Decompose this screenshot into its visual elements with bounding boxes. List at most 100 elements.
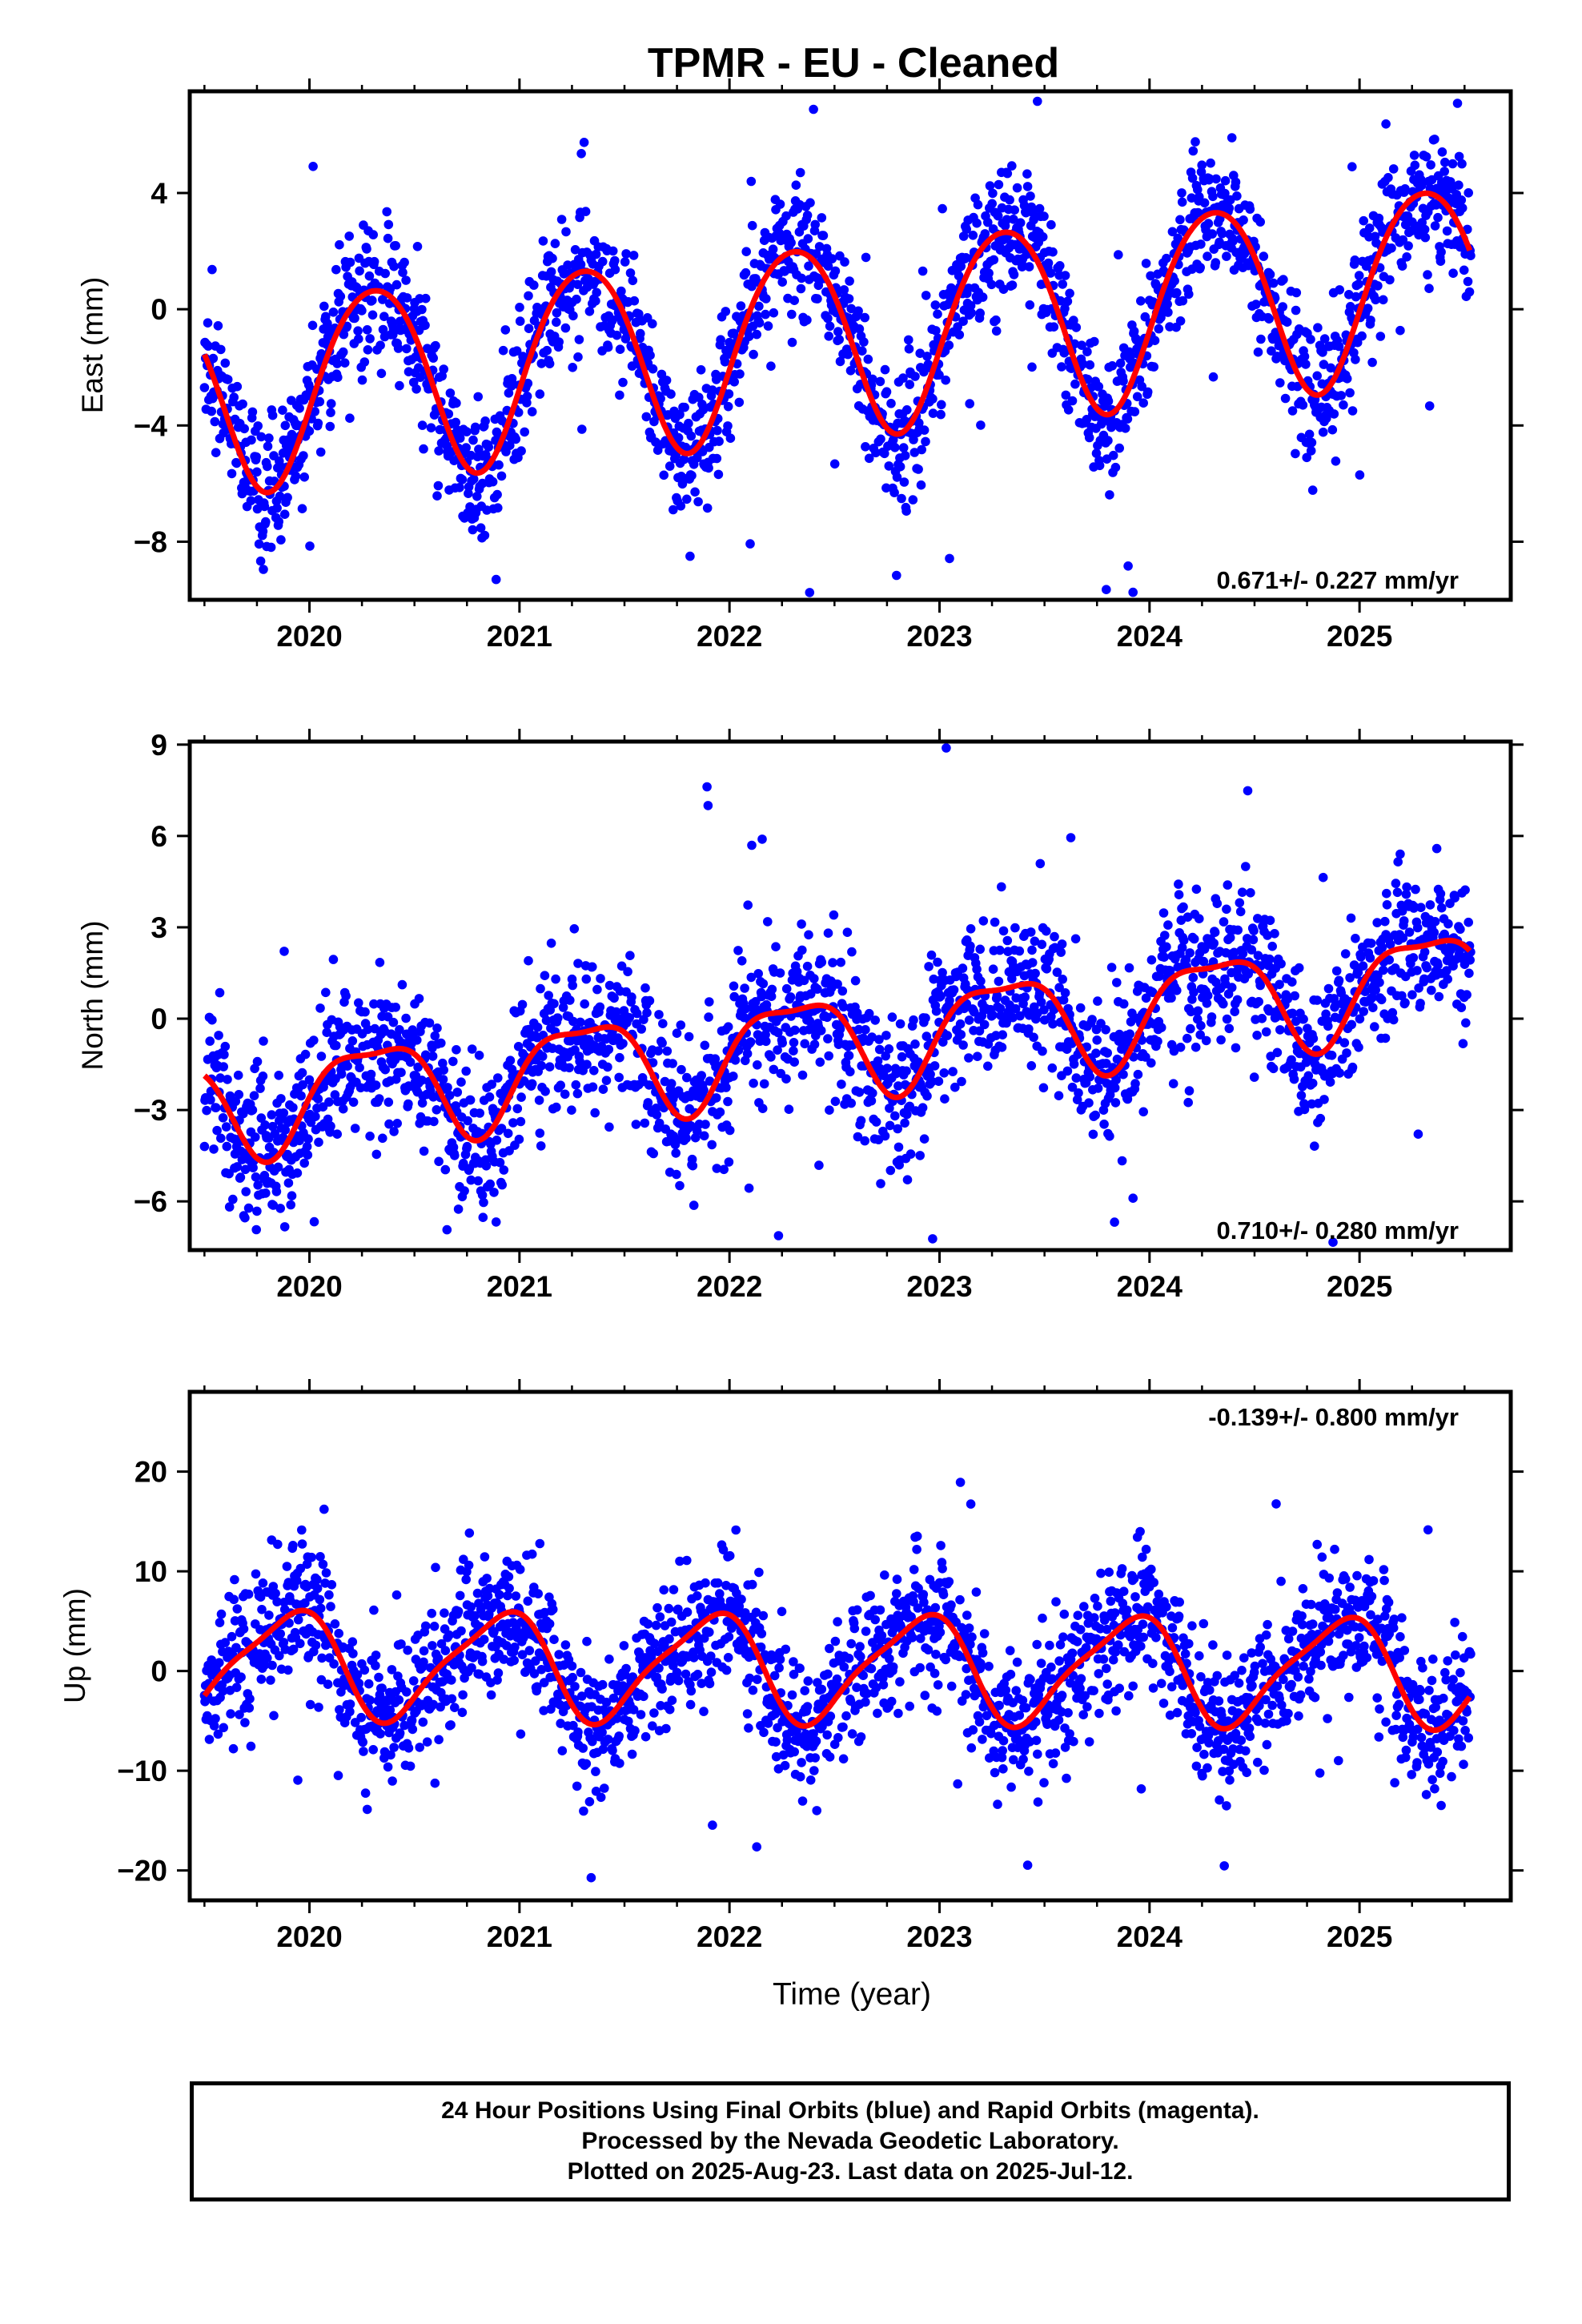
data-point xyxy=(859,337,869,347)
data-point xyxy=(365,334,375,344)
data-point xyxy=(269,1711,279,1721)
data-point xyxy=(890,1111,900,1121)
data-point xyxy=(345,1699,355,1709)
data-point xyxy=(1296,1091,1307,1100)
data-point xyxy=(572,294,581,304)
data-point xyxy=(314,1137,323,1148)
data-point xyxy=(1189,934,1199,944)
data-point xyxy=(457,475,468,485)
data-point xyxy=(1381,119,1391,129)
data-point xyxy=(509,1655,519,1666)
data-point xyxy=(1335,1068,1344,1078)
data-point xyxy=(255,1084,265,1093)
data-point xyxy=(484,442,493,452)
data-point xyxy=(830,1096,841,1107)
data-point xyxy=(672,1028,682,1038)
data-point xyxy=(791,180,801,190)
data-point xyxy=(648,319,657,329)
data-point xyxy=(1175,316,1186,326)
data-point xyxy=(488,476,498,487)
data-point xyxy=(942,1031,953,1040)
data-point xyxy=(693,497,703,507)
data-point xyxy=(274,1071,284,1080)
data-point xyxy=(597,256,608,267)
data-point xyxy=(338,1104,348,1114)
data-point xyxy=(207,406,217,416)
data-point xyxy=(1272,1047,1283,1058)
data-point xyxy=(1186,1023,1195,1034)
data-point xyxy=(1232,191,1242,201)
data-point xyxy=(884,1044,894,1054)
data-point xyxy=(1175,215,1185,225)
data-point xyxy=(264,1610,274,1620)
data-point xyxy=(1162,300,1172,309)
data-point xyxy=(934,1076,944,1086)
data-point xyxy=(404,1099,413,1109)
data-point xyxy=(790,1025,800,1035)
data-point xyxy=(749,1078,758,1088)
data-point xyxy=(424,1018,435,1028)
data-point xyxy=(1426,160,1435,170)
data-point xyxy=(781,1074,791,1084)
data-point xyxy=(1287,977,1297,987)
data-point xyxy=(604,1044,614,1055)
data-point xyxy=(275,1204,286,1213)
data-point xyxy=(804,261,813,271)
data-point xyxy=(305,1699,315,1710)
data-point xyxy=(544,1062,555,1072)
data-point xyxy=(498,345,508,356)
data-point xyxy=(1291,287,1302,298)
data-point xyxy=(948,1067,958,1076)
data-point xyxy=(754,318,765,328)
data-point xyxy=(538,236,548,246)
data-point xyxy=(397,979,408,990)
data-point xyxy=(930,1061,940,1071)
data-point xyxy=(398,267,408,278)
data-point xyxy=(230,1574,239,1585)
data-point xyxy=(489,1188,499,1197)
data-point xyxy=(1358,961,1368,971)
y-tick-label: −8 xyxy=(134,525,167,558)
data-point xyxy=(388,1017,399,1027)
data-point xyxy=(389,261,399,271)
data-point xyxy=(860,1136,869,1146)
data-point xyxy=(740,983,749,993)
data-point xyxy=(567,1105,576,1115)
data-point xyxy=(1074,1088,1083,1098)
data-point xyxy=(789,1038,799,1047)
data-point xyxy=(453,1606,464,1616)
data-point xyxy=(926,950,937,960)
data-point xyxy=(1365,953,1375,963)
data-point xyxy=(886,399,896,408)
data-point xyxy=(219,1050,229,1059)
data-point xyxy=(415,1743,424,1752)
data-point xyxy=(909,1015,918,1025)
data-point xyxy=(930,300,941,310)
data-point xyxy=(1094,460,1105,471)
data-point xyxy=(332,1129,343,1139)
data-point xyxy=(978,292,988,302)
data-point xyxy=(511,1591,521,1601)
data-point xyxy=(1010,205,1019,215)
data-point xyxy=(472,492,482,501)
data-point xyxy=(297,504,307,513)
data-point xyxy=(1002,168,1013,179)
data-point xyxy=(958,231,969,241)
data-point xyxy=(1120,424,1130,433)
data-point xyxy=(1264,314,1274,324)
data-point xyxy=(964,1053,974,1063)
data-point xyxy=(1174,890,1184,899)
data-point xyxy=(263,461,272,472)
x-tick-label: 2021 xyxy=(487,620,552,653)
data-point xyxy=(1430,221,1440,231)
data-point xyxy=(1208,372,1219,382)
data-point xyxy=(362,244,371,254)
data-point xyxy=(1222,1014,1232,1024)
data-point xyxy=(1174,879,1183,889)
data-point xyxy=(1184,1086,1195,1096)
data-point xyxy=(299,451,308,460)
data-point xyxy=(723,1096,733,1107)
data-point xyxy=(1435,256,1446,267)
data-point xyxy=(988,188,998,199)
data-point xyxy=(900,1118,909,1128)
